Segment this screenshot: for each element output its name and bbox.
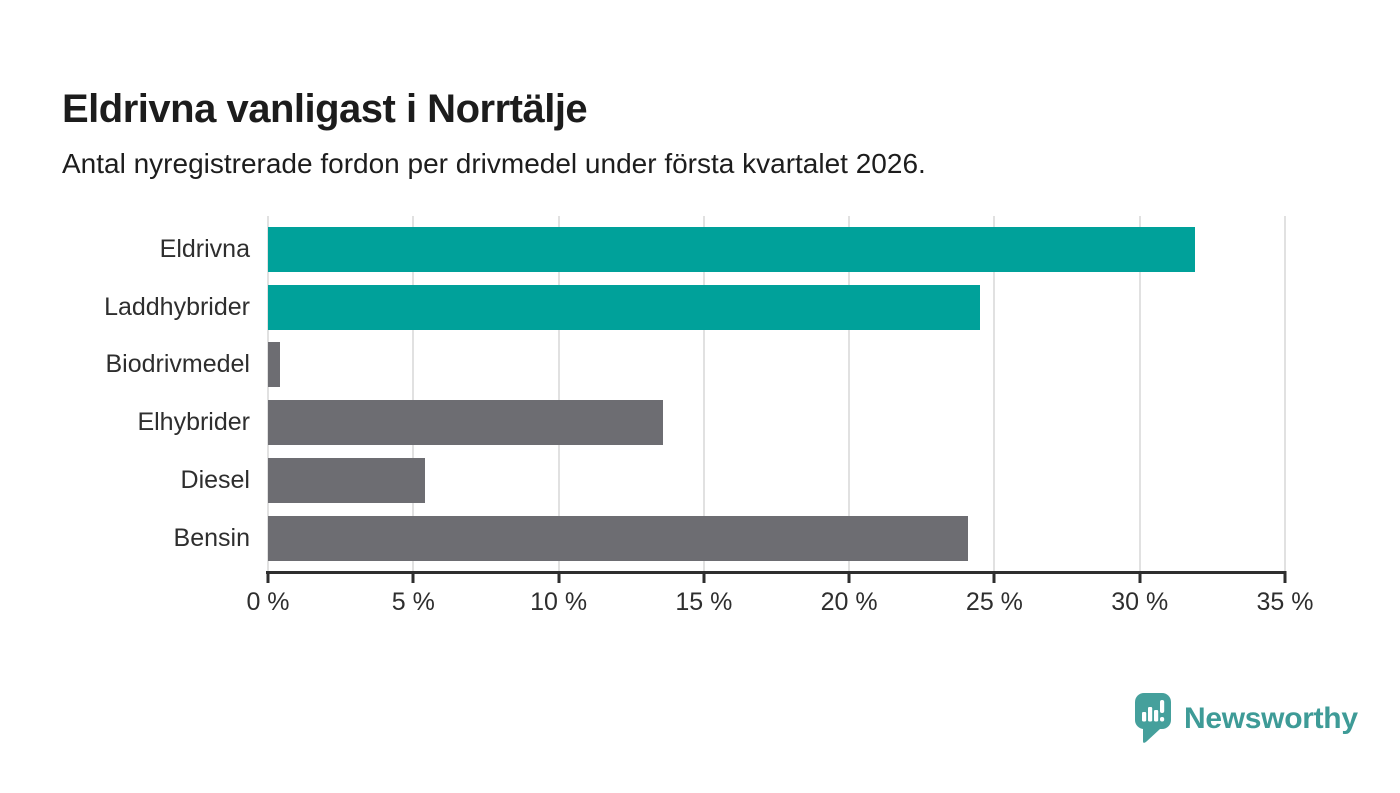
bar-diesel — [268, 457, 425, 503]
x-axis-tick-label: 0 % — [246, 588, 290, 616]
x-axis-tick-label: 30 % — [1111, 588, 1169, 616]
gridline-10 — [557, 216, 560, 571]
gridline-35 — [1284, 216, 1286, 571]
category-label-bensin: Bensin — [173, 523, 250, 552]
bar-bensin — [268, 515, 969, 561]
gridline-5 — [412, 216, 415, 571]
bar-elhybrider — [268, 400, 664, 446]
x-axis-tick-label: 10 % — [530, 588, 588, 616]
newsworthy-brand-name: Newsworthy — [1184, 702, 1358, 735]
x-axis-tick-label: 20 % — [820, 588, 878, 616]
x-axis-tick-label: 15 % — [675, 588, 733, 616]
x-axis-tick — [1138, 571, 1142, 583]
bar-chart-plot-area: Eldrivna Laddhybrider Biodrivmedel Elhybrid… — [104, 216, 1313, 616]
category-label-diesel: Diesel — [180, 465, 250, 494]
x-axis-line — [266, 571, 1286, 574]
x-axis-tick-label: 35 % — [1256, 588, 1314, 616]
category-label-biodrivmedel: Biodrivmedel — [105, 350, 250, 379]
page-title: Eldrivna vanligast i Norrtälje — [62, 86, 588, 131]
bar-biodrivmedel — [268, 342, 280, 388]
gridline-30 — [1138, 216, 1141, 571]
x-axis-tick — [992, 571, 996, 583]
x-axis-tick — [1283, 571, 1287, 583]
newsworthy-brand: Newsworthy — [1134, 692, 1358, 746]
x-axis-tick — [702, 571, 706, 583]
bar-eldrivna — [268, 227, 1195, 272]
bar-laddhybrider — [268, 284, 980, 330]
x-axis-tick — [847, 571, 851, 583]
x-axis-tick-label: 5 % — [391, 588, 435, 616]
gridline-20 — [848, 216, 851, 571]
gridline-25 — [993, 216, 996, 571]
x-axis-tick — [557, 571, 561, 583]
gridline-15 — [702, 216, 705, 571]
x-axis-tick — [266, 571, 270, 583]
category-label-laddhybrider: Laddhybrider — [104, 292, 250, 321]
chart-subtitle: Antal nyregistrerade fordon per drivmede… — [62, 148, 926, 179]
category-label-elhybrider: Elhybrider — [137, 408, 250, 437]
newsworthy-logo-icon — [1135, 693, 1171, 743]
category-label-eldrivna: Eldrivna — [159, 235, 250, 263]
x-axis-tick-label: 25 % — [965, 588, 1023, 616]
x-axis-tick — [411, 571, 415, 583]
gridline-0 — [267, 216, 269, 571]
